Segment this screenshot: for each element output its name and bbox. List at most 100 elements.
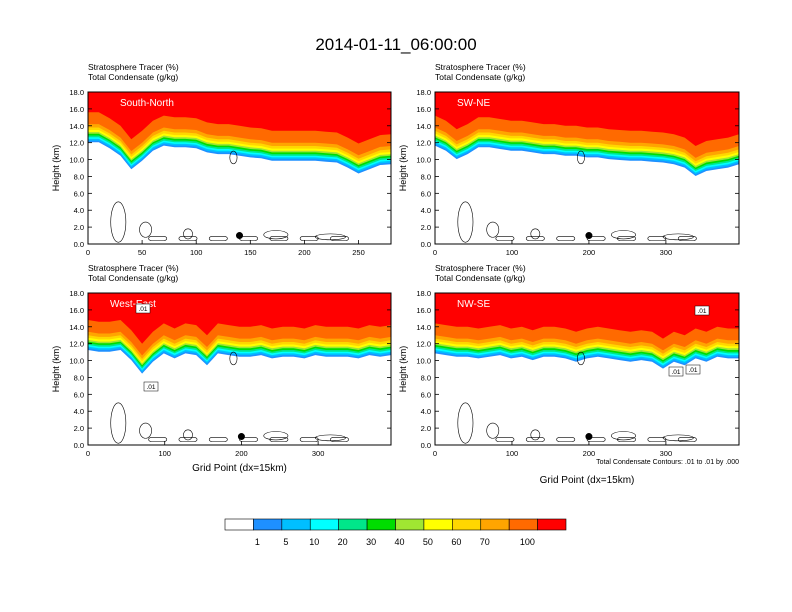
colorbar-label: 50 [423,537,433,547]
contour-label-box [135,303,151,314]
x-tick-label: 0 [86,248,90,257]
contour-label: .01 [138,306,147,313]
contour-label: .01 [688,367,697,374]
y-tick-label: 16.0 [416,105,431,114]
contour-label-box [685,364,701,375]
panel-top-left: Stratosphere Tracer (%)Total Condensate … [51,62,392,257]
condensate-contour [677,236,697,241]
y-tick-label: 12.0 [416,340,431,349]
colorbar-label: 5 [283,537,288,547]
condensate-contour [183,228,193,240]
y-tick-label: 2.0 [74,223,84,232]
x-tick-label: 200 [583,449,596,458]
condensate-contour [611,431,636,441]
tracer-band-max [435,92,739,104]
y-tick-label: 6.0 [74,390,84,399]
condensate-contour [139,422,152,439]
colorbar-swatch [281,518,311,531]
tracer-band [88,92,391,144]
condensate-contour [586,236,606,241]
legend-line-2: Total Condensate (g/kg) [435,273,525,283]
condensate-contour [239,437,258,442]
tracer-band [435,92,739,146]
y-tick-label: 18.0 [69,289,84,298]
condensate-contour [495,236,515,241]
tracer-band [88,293,391,344]
y-axis-label: Height (km) [398,346,408,393]
plot-frame [434,91,740,245]
x-tick-label: 100 [506,449,519,458]
condensate-contour [556,437,576,442]
condensate-contour [330,236,349,241]
colorbar-label: 40 [394,537,404,547]
contour-label-box [694,305,710,316]
colorbar-label: 60 [451,537,461,547]
condensate-contour [263,230,289,240]
condensate-contour [183,429,193,441]
colorbar-swatch [253,518,283,531]
panel-group: Stratosphere Tracer (%) Total Condensate … [51,62,740,486]
colorbar-swatch [452,518,482,531]
panel-bottom-left: Stratosphere Tracer (%)Total Condensate … [51,263,392,474]
condensate-contour [647,236,667,241]
y-tick-label: 10.0 [416,156,431,165]
condensate-contour [662,434,694,442]
y-tick-label: 12.0 [69,340,84,349]
plot-area [88,92,391,244]
colorbar-label: 70 [480,537,490,547]
x-tick-label: 100 [158,449,171,458]
condensate-contour [617,236,636,241]
contour-label-box [668,366,684,377]
x-tick-label: 100 [190,248,203,257]
y-tick-label: 16.0 [69,105,84,114]
colorbar: 1 5 10 20 30 40 50 60 70 100 [224,518,567,547]
y-tick-label: 12.0 [416,139,431,148]
condensate-contour [208,437,228,442]
condensate-contour [525,236,545,241]
y-tick-label: 8.0 [421,172,431,181]
condensate-contour [314,233,346,241]
colorbar-label: 100 [520,537,535,547]
contour-label-box [143,381,159,392]
y-tick-label: 12.0 [69,139,84,148]
x-tick-label: 0 [433,449,437,458]
cross-section-label: South-North [120,98,174,109]
y-tick-label: 6.0 [421,390,431,399]
contour-label: .01 [697,308,706,315]
x-tick-label: 200 [235,449,248,458]
legend-line-1: Stratosphere Tracer (%) [88,263,179,273]
panel-bottom-right: Stratosphere Tracer (%)Total Condensate … [398,263,740,486]
y-tick-label: 10.0 [69,156,84,165]
colorbar-swatch [224,518,254,531]
x-tick-label: 300 [660,248,673,257]
condensate-contour [530,228,541,240]
x-tick-label: 200 [298,248,311,257]
y-tick-label: 6.0 [74,189,84,198]
y-tick-label: 4.0 [74,206,84,215]
colorbar-swatch [338,518,368,531]
y-tick-label: 6.0 [421,189,431,198]
y-tick-label: 10.0 [416,357,431,366]
plot-area [435,92,739,244]
y-tick-label: 0.0 [421,240,431,249]
condensate-contour [263,431,289,441]
legend-line-2: Total Condensate (g/kg) [435,72,525,82]
y-tick-label: 8.0 [74,172,84,181]
y-axis-label: Height (km) [51,346,61,393]
y-tick-label: 2.0 [74,424,84,433]
condensate-contour [139,221,152,238]
plot-frame [434,292,740,446]
plot-area [435,293,739,445]
x-tick-label: 100 [506,248,519,257]
y-tick-label: 2.0 [421,223,431,232]
condensate-contour [495,437,515,442]
y-tick-label: 14.0 [416,323,431,332]
legend-line-2: Total Condensate (g/kg) [88,72,178,82]
condensate-contour [647,437,667,442]
tracer-band-max [88,92,391,104]
colorbar-swatch [366,518,396,531]
contour-note: Total Condensate Contours: .01 to .01 by… [596,459,739,466]
condensate-contour [148,236,168,241]
y-tick-label: 16.0 [416,306,431,315]
condensate-contour [457,201,474,243]
